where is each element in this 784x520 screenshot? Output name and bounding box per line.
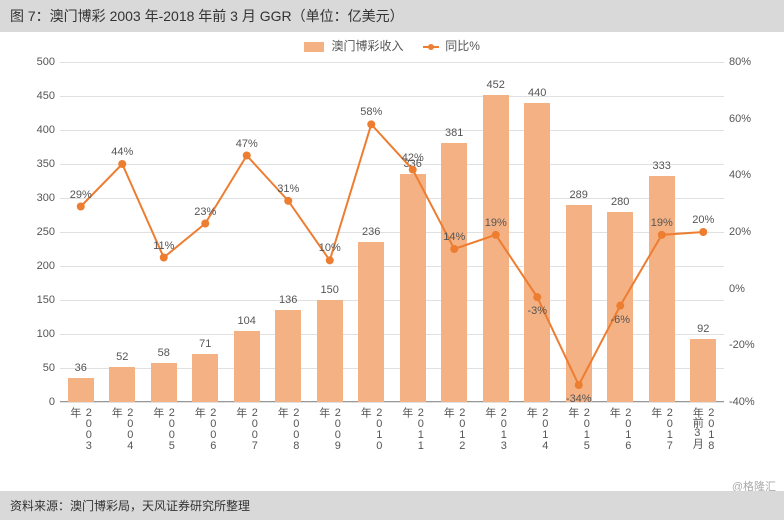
legend-bar-label: 澳门博彩收入: [331, 39, 403, 53]
x-tick-label: 2015年: [565, 407, 593, 451]
y1-tick-label: 300: [20, 192, 55, 204]
legend-bar-swatch: [304, 42, 324, 52]
legend-line: 同比%: [423, 37, 480, 54]
line-value-label: -3%: [527, 305, 547, 317]
y2-tick-label: 40%: [729, 169, 769, 181]
x-tick-label: 2018年前3月: [689, 407, 717, 451]
line-value-label: 11%: [153, 240, 174, 252]
line-value-label: 23%: [194, 206, 216, 218]
y1-tick-label: 500: [20, 56, 55, 68]
x-tick-label: 2011年: [399, 407, 427, 451]
y1-tick-label: 100: [20, 328, 55, 340]
line-value-label: 20%: [692, 214, 714, 226]
y2-tick-label: 80%: [729, 56, 769, 68]
line-value-label: 31%: [277, 183, 299, 195]
x-tick-label: 2012年: [440, 407, 468, 451]
y1-tick-label: 450: [20, 90, 55, 102]
source-text: 资料来源：澳门博彩局，天风证券研究所整理: [0, 491, 784, 520]
y1-tick-label: 150: [20, 294, 55, 306]
legend-line-label: 同比%: [445, 39, 480, 53]
y1-tick-label: 200: [20, 260, 55, 272]
line-value-label: 44%: [111, 146, 133, 158]
x-tick-label: 2006年: [191, 407, 219, 451]
y2-tick-label: 20%: [729, 226, 769, 238]
x-tick-label: 2010年: [357, 407, 385, 451]
chart-title: 图 7：澳门博彩 2003 年-2018 年前 3 月 GGR（单位：亿美元）: [0, 0, 784, 32]
chart-area: 澳门博彩收入 同比% 05010015020025030035040045050…: [0, 32, 784, 462]
line-value-label: 47%: [236, 138, 258, 150]
gridline: [60, 402, 724, 403]
line-value-label: 19%: [485, 217, 507, 229]
line-value-label: 29%: [70, 189, 92, 201]
line-value-label: 14%: [443, 231, 465, 243]
x-tick-label: 2007年: [233, 407, 261, 451]
line-value-label: -34%: [566, 393, 592, 405]
chart-container: 图 7：澳门博彩 2003 年-2018 年前 3 月 GGR（单位：亿美元） …: [0, 0, 784, 520]
y2-tick-label: -40%: [729, 396, 769, 408]
x-tick-label: 2009年: [316, 407, 344, 451]
plot-area: 050100150200250300350400450500-40%-20%0%…: [60, 62, 724, 402]
line-value-label: 19%: [651, 217, 673, 229]
x-tick-label: 2003年: [67, 407, 95, 451]
y1-tick-label: 0: [20, 396, 55, 408]
y1-tick-label: 50: [20, 362, 55, 374]
y1-tick-label: 250: [20, 226, 55, 238]
x-tick-label: 2004年: [108, 407, 136, 451]
y1-tick-label: 400: [20, 124, 55, 136]
x-tick-label: 2005年: [150, 407, 178, 451]
y2-tick-label: 0%: [729, 283, 769, 295]
x-tick-label: 2016年: [606, 407, 634, 451]
line-value-label: 10%: [319, 242, 341, 254]
legend-bar: 澳门博彩收入: [304, 37, 403, 54]
line-value-label: -6%: [610, 314, 630, 326]
y2-tick-label: -20%: [729, 339, 769, 351]
legend-line-swatch: [423, 46, 439, 48]
line-value-label: 42%: [402, 152, 424, 164]
x-tick-label: 2017年: [648, 407, 676, 451]
line-series: [60, 62, 724, 402]
x-tick-label: 2013年: [482, 407, 510, 451]
y2-tick-label: 60%: [729, 113, 769, 125]
x-tick-label: 2008年: [274, 407, 302, 451]
legend: 澳门博彩收入 同比%: [0, 37, 784, 54]
y1-tick-label: 350: [20, 158, 55, 170]
x-tick-label: 2014年: [523, 407, 551, 451]
line-value-label: 58%: [360, 106, 382, 118]
